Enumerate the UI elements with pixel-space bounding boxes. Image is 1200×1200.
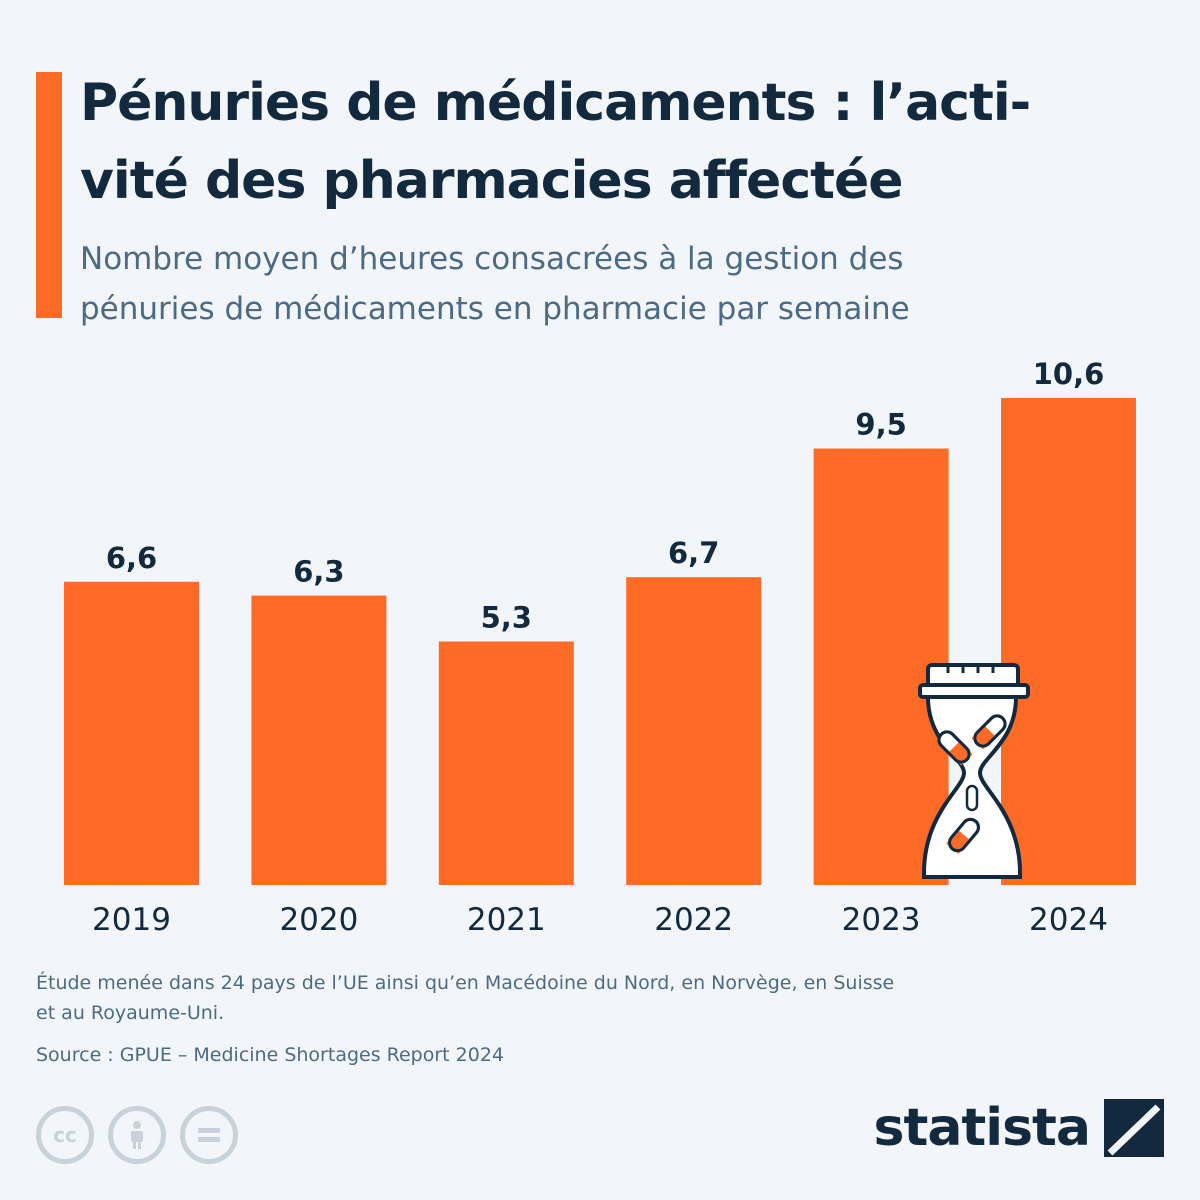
source-text: Source : GPUE – Medicine Shortages Repor… [36,1044,505,1066]
bar-2019[interactable] [64,581,199,885]
bar-2023[interactable] [813,448,949,885]
value-label-2023: 9,5 [855,408,906,442]
no-derivatives-icon[interactable] [180,1106,238,1164]
value-label-2019: 6,6 [106,541,157,575]
title-line-2: vité des pharmacies affectée [80,151,904,211]
category-label-2023: 2023 [842,902,921,938]
note-line-1: Étude menée dans 24 pays de l’UE ainsi q… [36,972,895,994]
category-label-2020: 2020 [279,902,358,938]
statista-logo-icon [1104,1099,1164,1157]
hourglass-pills-icon [918,663,1030,879]
brand-name: statista [873,1098,1091,1158]
category-label-2022: 2022 [654,902,733,938]
title-line-1: Pénuries de médicaments : l’acti- [80,73,1031,133]
category-label-2019: 2019 [92,902,171,938]
category-label-2024: 2024 [1029,902,1108,938]
title-accent-bar [36,72,62,318]
bar-chart: 6,6 2019 6,3 2020 5,3 2021 6,7 2022 9,5 2023 10,6 2… [64,357,1136,938]
statista-brand[interactable]: statista [874,1098,1164,1158]
subtitle-line-1: Nombre moyen d’heures consacrées à la ge… [80,241,904,277]
note-line-2: et au Royaume-Uni. [36,1002,225,1024]
bar-2021[interactable] [438,641,574,886]
license-icons: cc [36,1106,238,1164]
chart-title: Pénuries de médicaments : l’acti- vité d… [80,64,1180,220]
bar-2022[interactable] [626,577,762,885]
value-label-2020: 6,3 [293,555,344,589]
chart-subtitle: Nombre moyen d’heures consacrées à la ge… [80,234,1180,334]
cc-icon[interactable]: cc [36,1106,94,1164]
value-label-2022: 6,7 [668,536,719,570]
value-label-2024: 10,6 [1033,357,1105,391]
attribution-icon[interactable] [108,1106,166,1164]
category-label-2021: 2021 [467,902,546,938]
bar-2024[interactable] [1001,398,1136,885]
bar-2020[interactable] [251,595,387,885]
subtitle-line-2: pénuries de médicaments en pharmacie par… [80,291,910,327]
value-label-2021: 5,3 [481,601,532,635]
study-note: Étude menée dans 24 pays de l’UE ainsi q… [36,968,1136,1028]
